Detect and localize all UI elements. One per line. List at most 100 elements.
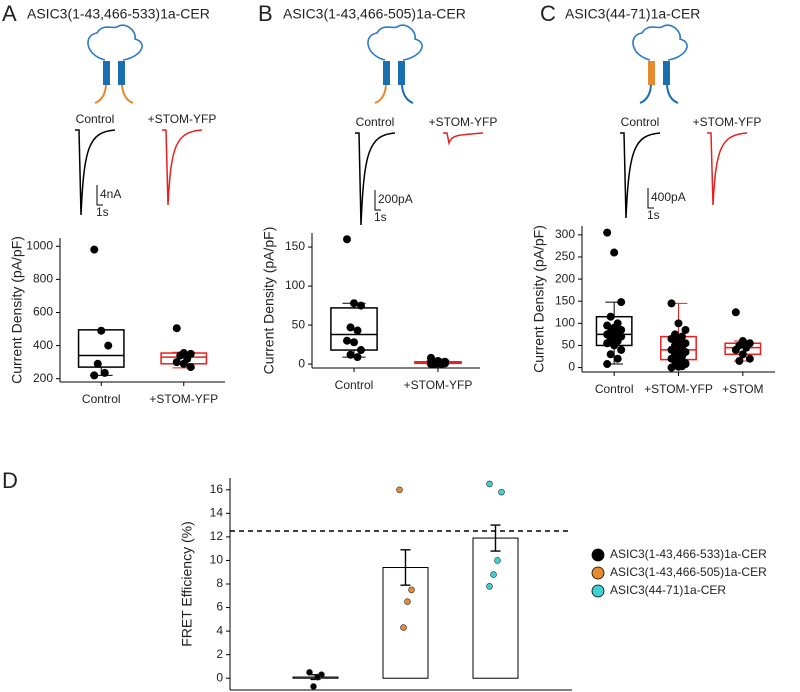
data-point: [613, 354, 622, 363]
trace-label: Control: [356, 115, 395, 129]
channel-tail: [639, 84, 652, 104]
data-point: [314, 673, 321, 681]
scale-x-label: 1s: [647, 208, 660, 222]
error-bar: [490, 524, 501, 552]
legend-label: ASIC3(1-43,466-505)1a-CER: [610, 565, 767, 579]
channel-cartoon: [367, 24, 423, 61]
channel-cartoon: [87, 24, 143, 61]
legend-label: ASIC3(44-71)1a-CER: [610, 583, 726, 597]
data-point: [104, 341, 113, 350]
data-point: [404, 598, 411, 605]
data-point: [408, 586, 415, 594]
channel-helix: [383, 61, 390, 85]
y-tick-label: 12: [210, 529, 224, 543]
y-tick-label: 600: [33, 305, 53, 319]
y-tick-label: 1000: [26, 238, 53, 252]
data-point: [667, 334, 676, 343]
data-point: [617, 298, 626, 307]
data-point: [306, 669, 313, 676]
y-tick-label: 100: [285, 278, 305, 292]
y-tick-label: 50: [292, 317, 306, 331]
x-tick-label: Control: [335, 378, 374, 392]
scale-x-label: 1s: [96, 205, 109, 219]
data-point: [674, 362, 683, 371]
data-point: [681, 360, 690, 369]
panel-letter: D: [2, 468, 18, 493]
box: [77, 329, 125, 368]
panel-letter: B: [258, 1, 273, 26]
scale-y-label: 4nA: [100, 187, 121, 201]
data-point: [494, 557, 501, 564]
data-point: [731, 345, 740, 354]
data-point: [603, 228, 612, 237]
panel-letter: A: [2, 1, 17, 26]
data-point: [667, 363, 676, 372]
y-tick-label: 200: [33, 371, 53, 385]
x-tick-label: Control: [82, 392, 121, 406]
data-point: [400, 624, 407, 631]
data-point: [667, 354, 676, 363]
y-tick-label: 0: [216, 670, 223, 684]
channel-tail: [94, 84, 107, 104]
data-point: [674, 319, 683, 328]
y-tick-label: 8: [216, 576, 223, 590]
y-tick-label: 50: [562, 338, 576, 352]
data-point: [490, 571, 497, 578]
y-tick-label: 14: [210, 506, 224, 520]
data-point: [186, 363, 195, 372]
y-axis-label: FRET Efficiency (%): [179, 521, 195, 647]
data-point: [346, 350, 355, 359]
y-tick-label: 300: [555, 227, 575, 241]
data-point: [681, 325, 690, 334]
x-tick-label: +STOM: [722, 382, 763, 396]
data-point: [310, 683, 317, 690]
bar: [472, 537, 519, 679]
scale-x-label: 1s: [374, 210, 387, 224]
channel-helix: [103, 61, 110, 85]
data-point: [343, 336, 351, 345]
y-tick-label: 400: [33, 338, 53, 352]
panel-title: ASIC3(44-71)1a-CER: [565, 6, 700, 22]
current-trace: [75, 129, 116, 216]
data-point: [667, 299, 676, 308]
current-trace: [443, 132, 484, 146]
data-point: [343, 235, 351, 244]
y-axis-label: Current Density (pA/pF): [9, 236, 25, 384]
x-tick-label: +STOM-YFP: [404, 378, 473, 392]
data-point: [353, 326, 362, 335]
data-point: [350, 299, 358, 308]
y-tick-label: 6: [216, 600, 223, 614]
legend-marker: [591, 566, 605, 580]
data-point: [731, 308, 740, 317]
data-point: [97, 326, 106, 335]
channel-helix: [663, 61, 670, 85]
scale-bar: [647, 188, 654, 209]
y-tick-label: 10: [210, 553, 224, 567]
channel-tail: [121, 84, 134, 104]
data-point: [498, 488, 505, 496]
data-point: [742, 343, 751, 352]
x-tick-label: Control: [595, 382, 634, 396]
x-tick-label: +STOM-YFP: [149, 392, 218, 406]
data-point: [357, 346, 365, 355]
data-point: [353, 353, 362, 362]
data-point: [603, 321, 612, 330]
y-axis-label: Current Density (pA/pF): [531, 225, 547, 373]
data-point: [93, 359, 102, 368]
panel-title: ASIC3(1-43,466-533)1a-CER: [27, 6, 210, 22]
data-point: [606, 350, 615, 359]
current-trace: [620, 132, 661, 219]
channel-tail: [666, 84, 679, 104]
scale-y-label: 400pA: [651, 190, 686, 204]
data-point: [603, 360, 612, 369]
data-point: [441, 358, 449, 367]
y-tick-label: 250: [555, 249, 575, 263]
legend-marker: [591, 548, 605, 562]
channel-helix: [118, 61, 125, 85]
bar: [382, 567, 429, 679]
trace-label: +STOM-YFP: [148, 112, 217, 126]
error-bar: [400, 549, 411, 586]
y-tick-label: 16: [210, 482, 224, 496]
data-point: [90, 371, 99, 380]
